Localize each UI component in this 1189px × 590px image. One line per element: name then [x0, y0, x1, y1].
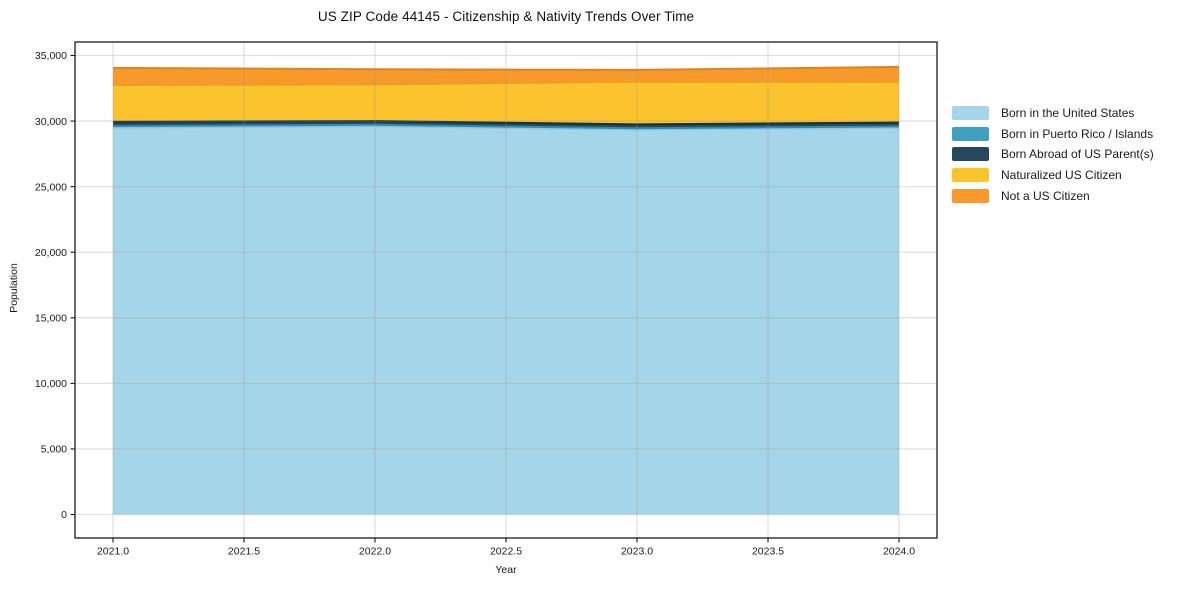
area-edge-0	[112, 125, 900, 131]
y-axis-label: Population	[8, 263, 20, 313]
x-tick-label: 2024.0	[883, 546, 915, 558]
x-tick-label: 2021.0	[97, 546, 129, 558]
legend-swatch-icon	[952, 188, 989, 203]
legend: Born in the United States Born in Puerto …	[952, 106, 1154, 209]
legend-label: Not a US Citizen	[1001, 188, 1090, 203]
area-edge-3	[112, 80, 900, 87]
y-tick-label: 15,000	[35, 313, 67, 325]
legend-label: Born in the United States	[1001, 106, 1135, 120]
area-edge-1	[112, 123, 900, 130]
y-tick-label: 5,000	[41, 444, 67, 456]
legend-item-2: Born Abroad of US Parent(s)	[952, 147, 1154, 162]
legend-item-0: Born in the United States	[952, 106, 1154, 120]
legend-item-3: Naturalized US Citizen	[952, 168, 1154, 183]
x-tick-label: 2023.5	[752, 546, 784, 558]
x-axis-label: Year	[495, 564, 517, 576]
legend-item-1: Born in Puerto Rico / Islands	[952, 126, 1154, 141]
y-tick-label: 25,000	[35, 181, 67, 193]
x-tick-label: 2022.0	[359, 546, 391, 558]
area-edge-4	[112, 65, 900, 71]
legend-label: Naturalized US Citizen	[1001, 168, 1122, 183]
legend-label: Born in Puerto Rico / Islands	[1001, 126, 1154, 141]
x-tick-label: 2023.0	[621, 546, 653, 558]
y-tick-label: 0	[61, 509, 67, 521]
area-series-3	[112, 81, 900, 125]
legend-label: Born Abroad of US Parent(s)	[1001, 147, 1154, 162]
y-tick-label: 10,000	[35, 378, 67, 390]
legend-item-4: Not a US Citizen	[952, 188, 1154, 203]
x-tick-label: 2022.5	[490, 546, 522, 558]
legend-swatch-icon	[952, 147, 989, 162]
area-edge-2	[112, 120, 900, 126]
area-series-4	[112, 66, 900, 86]
x-tick-label: 2021.5	[228, 546, 260, 558]
y-tick-label: 30,000	[35, 116, 67, 128]
legend-swatch-icon	[952, 126, 989, 141]
legend-swatch-icon	[952, 106, 989, 120]
area-series-2	[112, 121, 900, 129]
y-tick-label: 35,000	[35, 50, 67, 62]
chart-title: US ZIP Code 44145 - Citizenship & Nativi…	[317, 9, 695, 24]
area-series-0	[112, 126, 900, 515]
legend-swatch-icon	[952, 168, 989, 183]
y-tick-label: 20,000	[35, 247, 67, 259]
